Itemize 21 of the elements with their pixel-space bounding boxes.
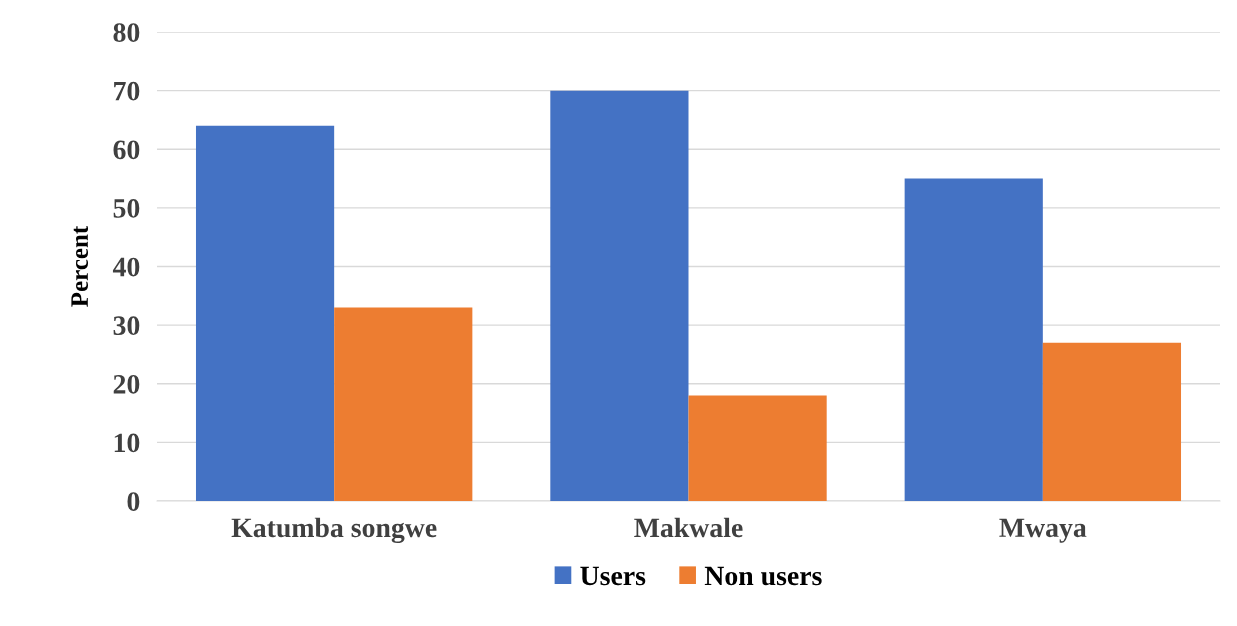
x-tick-label: Mwaya [999,518,1087,543]
y-tick-label: 80 [113,23,140,42]
legend-label: Users [580,566,646,586]
y-tick-label: 70 [114,81,140,101]
y-tick-label: 10 [114,433,140,453]
x-tick-label: Makwale [634,517,743,538]
y-axis-title: Percent [71,225,89,307]
bar [334,307,473,501]
y-tick-label: 0 [127,492,140,511]
bar [688,395,827,501]
bar [904,178,1043,501]
y-tick-label: 50 [113,199,140,218]
bar [195,125,335,501]
y-tick-label: 60 [113,140,140,160]
x-tick-label: Katumba songwe [231,517,437,544]
bar [1042,342,1182,501]
y-tick-label: 40 [112,257,140,277]
legend-label: Non users [704,566,822,586]
y-tick-label: 20 [113,374,140,394]
y-tick-label: 30 [113,316,140,336]
bar [550,90,689,501]
